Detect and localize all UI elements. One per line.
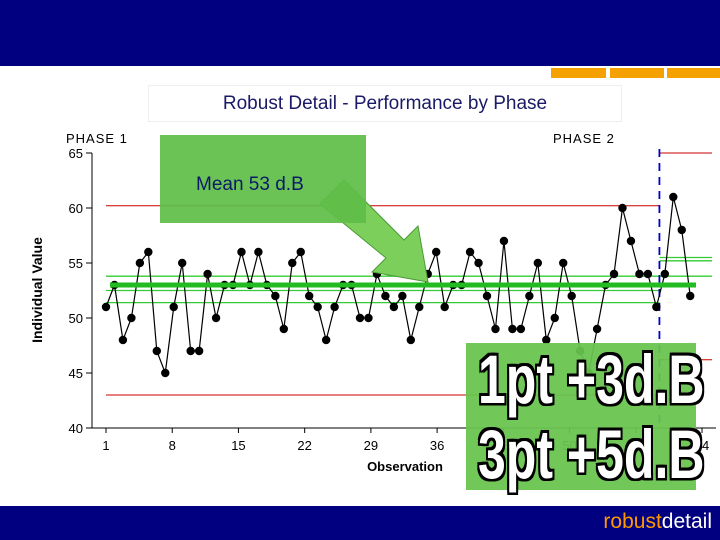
footer-band [0,506,720,540]
phase-1-label: PHASE 1 [66,131,128,146]
data-point [626,236,636,246]
x-tick-label: 1 [102,438,109,453]
data-point [643,269,653,279]
data-point [364,313,373,323]
y-tick-label: 50 [69,311,83,326]
data-point [474,258,483,268]
data-point [669,192,678,202]
y-tick-label: 40 [69,421,83,436]
accent-bar [551,68,606,78]
data-point [465,247,475,257]
y-tick-label: 60 [69,201,83,216]
data-point [415,302,424,312]
brand-logo: robustdetail [603,510,712,534]
data-point [567,291,576,301]
data-point [161,368,170,378]
data-point [203,269,212,279]
data-point [440,302,449,312]
data-point [144,247,153,257]
data-point [432,247,441,257]
slide-title: Robust Detail - Performance by Phase [148,85,622,122]
data-point [533,258,543,268]
y-tick-label: 65 [69,146,83,161]
data-point [592,324,602,334]
data-point [135,258,145,268]
data-point [178,258,187,268]
data-point [635,269,644,279]
data-point [321,335,331,345]
title-band [0,0,720,66]
x-tick-label: 8 [169,438,176,453]
x-tick-label: 64 [695,438,709,453]
data-point [499,236,509,246]
data-point [101,302,111,312]
data-point [677,225,686,235]
brand-part-1: robust [603,510,662,533]
x-tick-label: 29 [364,438,378,453]
data-point [152,346,162,356]
x-tick-label: 36 [430,438,444,453]
data-point [381,291,390,301]
data-point [279,324,289,334]
data-point [169,302,178,312]
brand-part-2: detail [661,510,712,533]
data-point [652,302,661,312]
data-point [516,324,526,334]
x-axis-label: Observation [367,459,443,474]
data-point [508,324,517,334]
data-point [118,335,128,345]
phase-2-label: PHASE 2 [553,131,615,146]
data-point [686,291,695,301]
data-point [186,346,195,356]
data-point [491,324,500,334]
data-point [237,247,246,257]
data-point [660,269,670,279]
data-point [355,313,365,323]
data-point [609,269,619,279]
data-point [406,335,416,345]
y-axis-label: Individual Value [29,237,45,343]
mean-callout-label: Mean 53 d.B [196,174,304,195]
data-point [482,291,492,301]
data-point [305,291,314,301]
data-point [254,247,263,257]
gain-callout-line-1: 1pt +3d.B [478,340,705,419]
data-point [398,291,407,301]
accent-bar [610,68,664,78]
gain-callout-box [466,343,696,490]
data-point [211,313,221,323]
data-point [389,302,399,312]
y-tick-label: 45 [69,366,83,381]
data-point [559,258,568,268]
data-point [194,346,204,356]
data-point [542,335,551,345]
data-point [525,291,534,301]
data-point [288,258,297,268]
data-point [313,302,322,312]
accent-bar [667,68,720,78]
mean-callout-box [160,135,366,223]
data-point [127,313,136,323]
data-point [296,247,305,257]
x-tick-label: 22 [297,438,311,453]
data-point [618,203,627,213]
data-point [550,313,559,323]
data-point [330,302,339,312]
y-tick-label: 55 [69,256,83,271]
gain-callout-line-2: 3pt +5d.B [478,415,705,494]
data-point [271,291,280,301]
x-tick-label: 15 [231,438,245,453]
